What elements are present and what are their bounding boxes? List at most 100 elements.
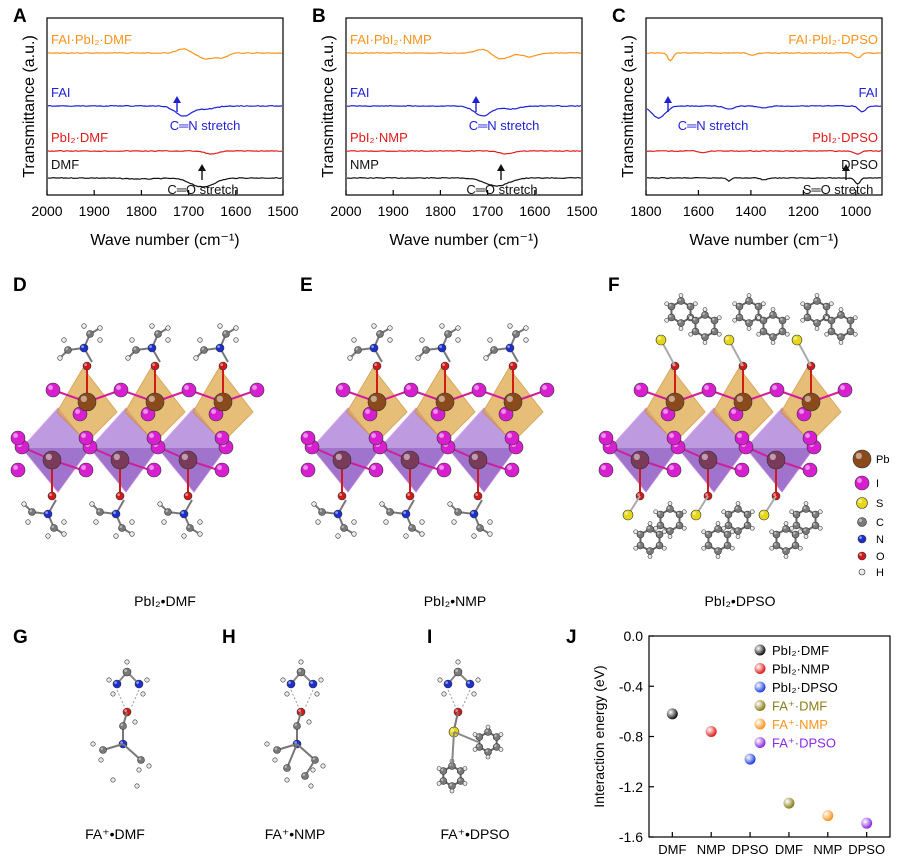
iodine-atom [146, 462, 162, 478]
lead-atom [801, 392, 821, 412]
carbon-atom [791, 530, 800, 539]
panel-letter-b: B [312, 6, 326, 27]
hydrogen-atom [387, 325, 393, 331]
carbon-atom [837, 311, 845, 319]
carbon-atom [724, 521, 733, 530]
lead-atom [503, 392, 523, 412]
hydrogen-atom [45, 533, 51, 539]
hydrogen-atom [125, 355, 131, 361]
lead-atom [698, 450, 718, 470]
hydrogen-atom [653, 509, 659, 515]
hydrogen-atom [633, 529, 639, 535]
hydrogen-atom [475, 677, 481, 683]
fa-complex-dmf [90, 659, 152, 789]
carbon-atom [686, 302, 695, 311]
spectrum-trace [646, 104, 882, 119]
hydrogen-atom [852, 331, 858, 337]
iodine-atom [598, 462, 614, 478]
hydrogen-atom [746, 326, 752, 331]
hydrogen-atom [129, 337, 135, 343]
lead-atom [145, 392, 165, 412]
x-tick-label: 1800 [425, 203, 456, 219]
hydrogen-atom [161, 519, 167, 525]
x-tick-label: DMF [775, 842, 803, 857]
iodine-atom [45, 382, 61, 398]
hydrogen-atom [197, 531, 203, 537]
co-arrow [198, 164, 206, 180]
structure-pbi2-dpso [598, 293, 858, 559]
carbon-atom [476, 524, 484, 532]
carbon-atom [802, 505, 810, 513]
carbon-atom [822, 302, 831, 311]
hydrogen-atom [661, 529, 667, 535]
lead-atom [332, 450, 352, 470]
hydrogen-atom [140, 691, 146, 697]
iodine-atom [403, 382, 419, 398]
legend-label: O [876, 551, 885, 563]
x-tick-label: NMP [697, 842, 726, 857]
trace-label: FAI [51, 85, 71, 100]
carbon-atom [723, 541, 732, 550]
hydrogen-atom [98, 757, 104, 763]
legend-label: I [876, 478, 879, 490]
lead-atom [435, 392, 455, 412]
carbon-atom [318, 508, 326, 516]
iodine-atom [368, 430, 384, 446]
x-axis-label: Solvent molecules [713, 857, 827, 859]
hydrogen-atom [136, 767, 142, 773]
carbon-atom [444, 330, 452, 338]
carbon-atom [453, 667, 463, 677]
hydrogen-atom [783, 554, 789, 559]
co-arrow [497, 164, 505, 180]
hydrogen-atom [419, 531, 425, 537]
y-tick-label: -0.4 [619, 678, 643, 694]
caption-fa-nmp: FA⁺•NMP [264, 826, 326, 842]
iodine-atom [181, 382, 197, 398]
hydrogen-atom [455, 325, 461, 331]
hydrogen-atom [749, 525, 755, 531]
lead-atom [213, 392, 233, 412]
hydrogen-atom [308, 783, 314, 789]
carbon-atom [376, 330, 384, 338]
spectrum-trace [47, 149, 283, 155]
hydrogen-atom [817, 509, 823, 515]
hydrogen-atom [335, 533, 341, 539]
panel-letter-i: I [427, 627, 433, 648]
carbon-atom [745, 297, 753, 305]
x-tick-label: 1000 [840, 203, 871, 219]
hydrogen-atom [129, 531, 135, 537]
oxygen-atom [47, 491, 57, 501]
lead-atom [630, 450, 650, 470]
hydrogen-atom [770, 340, 776, 345]
plot-frame [46, 17, 284, 196]
hydrogen-atom [351, 337, 357, 343]
legend-s-atom [856, 497, 868, 509]
carbon-atom [759, 327, 768, 336]
hydrogen-atom [702, 340, 708, 345]
carbon-atom [846, 316, 855, 325]
carbon-atom [769, 333, 777, 341]
fa-complex-nmp [264, 659, 326, 789]
carbon-atom [86, 330, 94, 338]
iodine-atom [300, 462, 316, 478]
hydrogen-atom [653, 525, 659, 531]
hydrogen-atom [298, 659, 304, 665]
lead-atom [766, 450, 786, 470]
nitrogen-atom [179, 509, 189, 519]
carbon-atom [675, 521, 684, 530]
legend-pb-atom [852, 449, 872, 469]
carbon-atom [704, 530, 713, 539]
carbon-atom [293, 722, 301, 730]
lead-atom [400, 450, 420, 470]
carbon-atom [691, 316, 700, 325]
x-axis-label: Wave number (cm⁻¹) [90, 232, 239, 249]
carbon-atom [754, 302, 763, 311]
hydrogen-atom [485, 754, 491, 760]
x-tick-label: NMP [813, 842, 842, 857]
carbon-atom [119, 722, 127, 730]
panel-letter-e: E [300, 275, 313, 296]
hydrogen-atom [838, 307, 844, 312]
data-point-3 [744, 753, 756, 765]
iodine-atom [504, 430, 520, 446]
hydrogen-atom [746, 293, 752, 298]
